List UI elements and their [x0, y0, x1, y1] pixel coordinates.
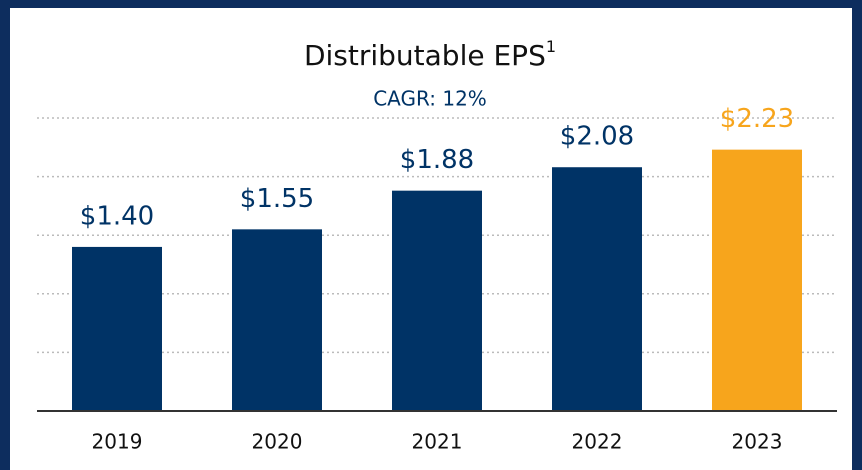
value-label: $2.08 [560, 122, 634, 152]
x-tick-label: 2020 [252, 430, 303, 454]
value-label: $2.23 [720, 104, 794, 134]
value-label: $1.55 [240, 184, 314, 214]
x-tick-label: 2023 [732, 430, 783, 454]
x-tick-label: 2019 [92, 430, 143, 454]
bar [712, 149, 802, 412]
value-label: $1.88 [400, 145, 474, 175]
value-label: $1.40 [80, 201, 154, 231]
chart-title: Distributable EPS1 [304, 37, 556, 73]
title-footnote: 1 [546, 37, 556, 56]
bar [72, 246, 162, 411]
bar [392, 190, 482, 411]
bar [552, 167, 642, 411]
x-tick-label: 2022 [572, 430, 623, 454]
x-tick-label: 2021 [412, 430, 463, 454]
chart-subtitle: CAGR: 12% [373, 87, 487, 111]
bar [232, 229, 322, 411]
title-text: Distributable EPS [304, 39, 546, 72]
